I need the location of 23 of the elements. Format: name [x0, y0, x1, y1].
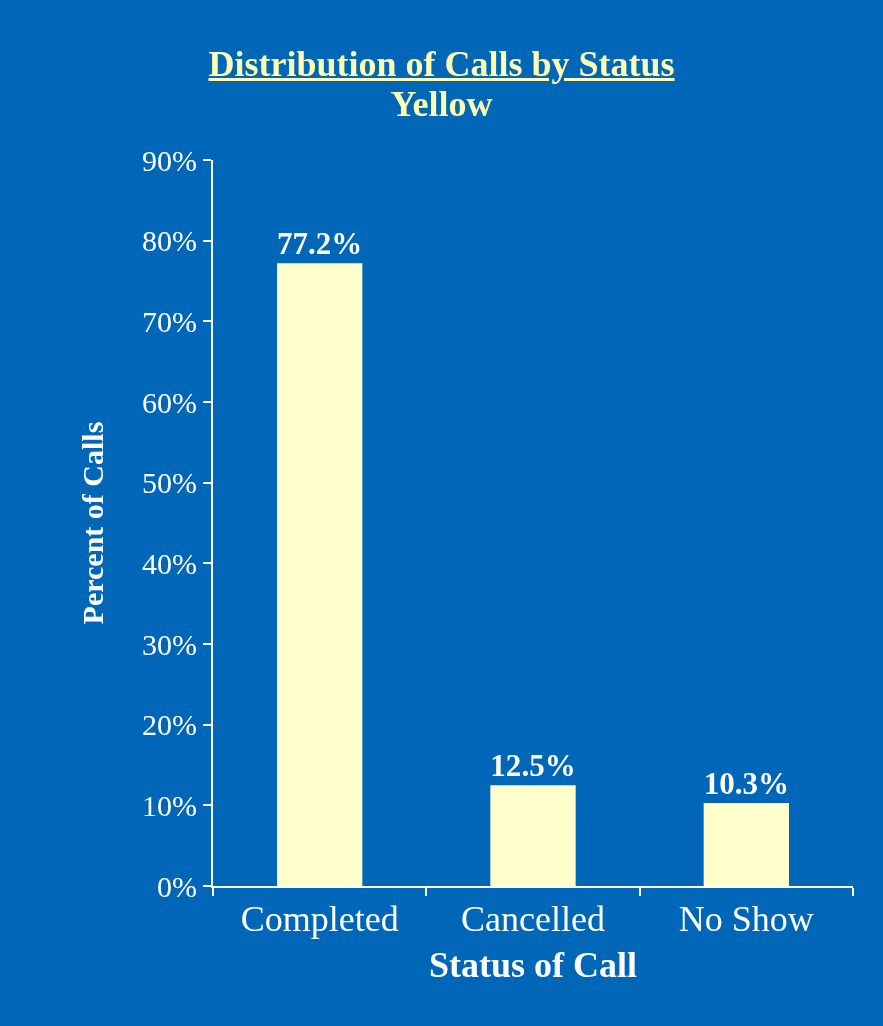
- y-tick-label: 30%: [142, 627, 197, 661]
- y-tick-label: 0%: [157, 869, 197, 903]
- bar: [277, 263, 363, 886]
- x-tick-label: No Show: [678, 899, 814, 940]
- y-tick-label: 70%: [142, 304, 197, 338]
- bar: [490, 785, 576, 886]
- chart-subtitle: Yellow: [390, 84, 493, 124]
- data-label: 10.3%: [703, 765, 789, 801]
- y-axis-title: Percent of Calls: [75, 421, 109, 625]
- y-tick-label: 90%: [142, 143, 197, 177]
- y-tick-label: 10%: [142, 788, 197, 822]
- y-tick-label: 40%: [142, 546, 197, 580]
- bar: [703, 802, 789, 886]
- y-tick-label: 80%: [142, 224, 197, 258]
- y-tick-label: 60%: [142, 385, 197, 419]
- y-tick-label: 50%: [142, 466, 197, 500]
- data-label: 77.2%: [277, 225, 363, 261]
- x-axis-title: Status of Call: [428, 945, 638, 986]
- x-tick-label: Cancelled: [461, 899, 605, 940]
- chart-title: Distribution of Calls by Status: [208, 44, 675, 84]
- x-tick-label: Completed: [240, 899, 399, 940]
- data-label: 12.5%: [490, 747, 576, 783]
- y-tick-label: 20%: [142, 708, 197, 742]
